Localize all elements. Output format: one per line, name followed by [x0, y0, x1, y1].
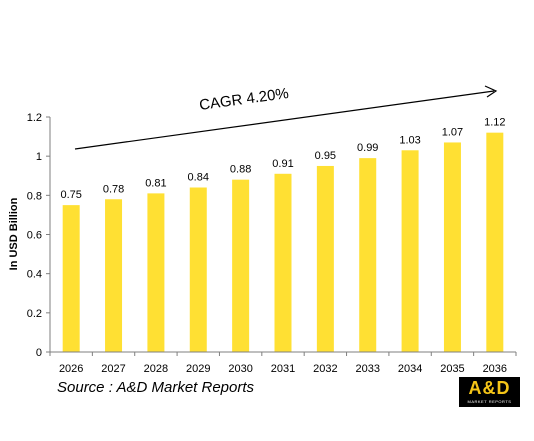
cagr-label: CAGR 4.20% — [198, 85, 290, 114]
data-label: 0.88 — [230, 164, 251, 176]
y-axis: 0 0.2 0.4 0.6 0.8 1 1.2 — [27, 112, 51, 359]
bar — [62, 205, 80, 352]
bar — [147, 193, 165, 352]
logo-text: A&D — [468, 378, 511, 398]
data-label: 1.12 — [484, 117, 505, 129]
cagr-annotation: CAGR 4.20% — [74, 85, 498, 150]
data-label: 1.03 — [399, 134, 420, 146]
bar — [443, 142, 461, 352]
x-tick-label: 2035 — [440, 363, 464, 375]
y-tick-label: 1.2 — [27, 112, 42, 124]
cagr-arrow-line — [74, 90, 495, 150]
data-label: 0.78 — [103, 183, 124, 195]
bars: 0.75 0.78 0.81 0.84 0.88 0.91 0.95 0.99 1.03 1.07… — [60, 117, 506, 352]
source-note: Source : A&D Market Reports — [57, 379, 255, 396]
x-tick-label: 2031 — [271, 363, 295, 375]
x-tick-label: 2030 — [228, 363, 252, 375]
bar — [105, 199, 123, 352]
cagr-arrow-head — [484, 85, 498, 98]
bar — [316, 165, 334, 352]
logo-subtext: MARKET REPORTS — [467, 399, 512, 404]
x-axis: 2026 2027 2028 2029 2030 2031 2032 2033 2034 2035… — [49, 351, 517, 375]
y-tick-label: 0.8 — [27, 190, 42, 202]
bar — [189, 187, 207, 352]
x-tick-label: 2029 — [186, 363, 210, 375]
bar — [401, 150, 419, 352]
data-label: 0.84 — [188, 172, 209, 184]
data-label: 0.91 — [272, 158, 293, 170]
x-tick-label: 2028 — [144, 363, 168, 375]
x-tick-label: 2034 — [398, 363, 422, 375]
y-tick-label: 0.6 — [27, 230, 42, 242]
x-tick-label: 2032 — [313, 363, 337, 375]
x-tick-label: 2026 — [59, 363, 83, 375]
data-label: 0.75 — [60, 189, 81, 201]
data-label: 0.81 — [145, 177, 166, 189]
data-label: 0.95 — [315, 150, 336, 162]
x-tick-label: 2033 — [355, 363, 379, 375]
bar — [486, 132, 504, 352]
ad-logo: A&D MARKET REPORTS — [459, 377, 520, 407]
bar — [359, 158, 377, 352]
bar — [274, 173, 292, 352]
data-label: 0.99 — [357, 142, 378, 154]
y-tick-label: 0.4 — [27, 269, 42, 281]
x-tick-label: 2027 — [101, 363, 125, 375]
y-axis-label: In USD Billion — [8, 197, 20, 270]
data-label: 1.07 — [442, 126, 463, 138]
y-tick-label: 0 — [36, 347, 42, 359]
x-tick-label: 2036 — [483, 363, 507, 375]
y-tick-label: 1 — [36, 151, 42, 163]
bar — [232, 179, 250, 352]
y-tick-label: 0.2 — [27, 308, 42, 320]
